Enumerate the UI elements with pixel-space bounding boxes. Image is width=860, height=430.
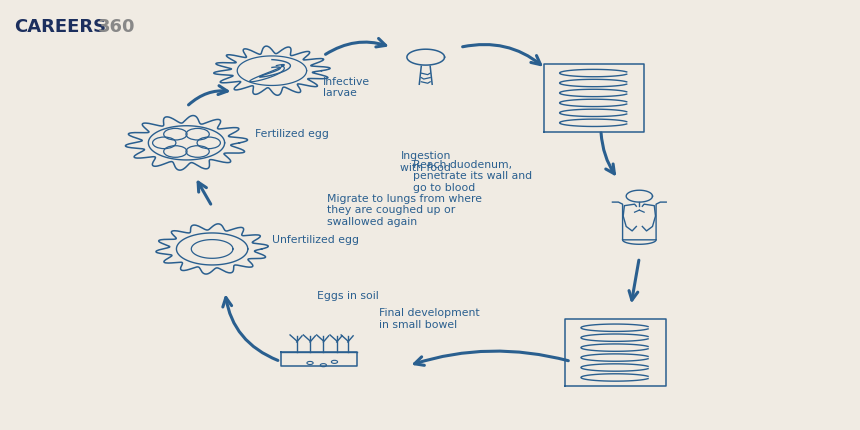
- Text: Ingestion
with food: Ingestion with food: [400, 151, 452, 173]
- Text: Unfertilized egg: Unfertilized egg: [272, 236, 359, 246]
- Text: Reach duodenum,
penetrate its wall and
go to blood: Reach duodenum, penetrate its wall and g…: [413, 160, 532, 193]
- Text: Fertilized egg: Fertilized egg: [255, 129, 329, 139]
- Text: Final development
in small bowel: Final development in small bowel: [378, 308, 479, 330]
- Text: Eggs in soil: Eggs in soil: [317, 292, 378, 301]
- Text: Migrate to lungs from where
they are coughed up or
swallowed again: Migrate to lungs from where they are cou…: [328, 194, 482, 227]
- Text: 360: 360: [98, 18, 135, 36]
- Text: CAREERS: CAREERS: [14, 18, 106, 36]
- Text: Infective
larvae: Infective larvae: [323, 77, 371, 98]
